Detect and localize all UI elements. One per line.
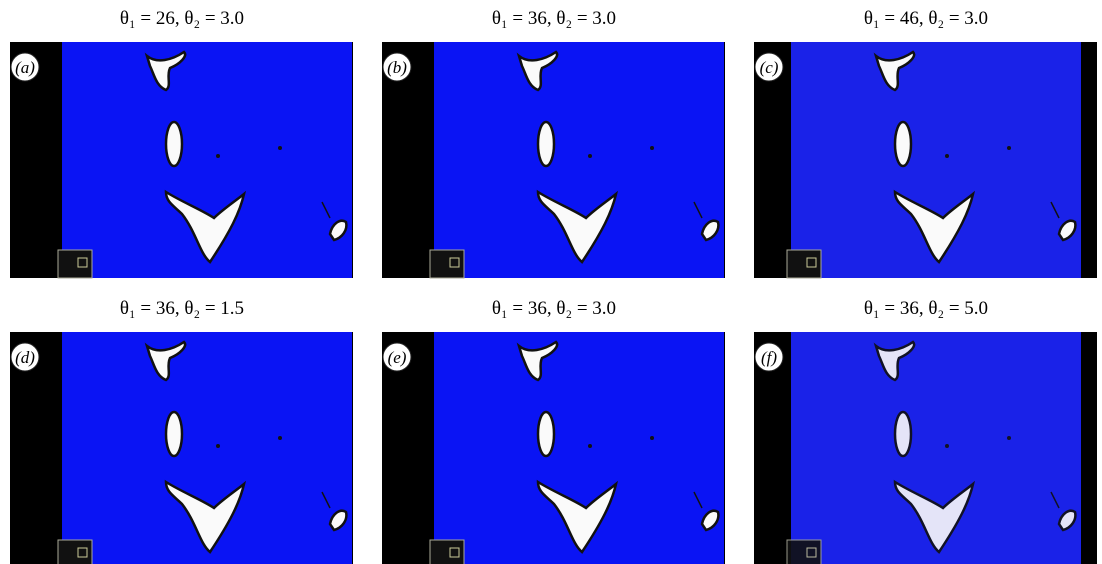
panel-title: θ₁ = 36, θ₂ = 3.0 (492, 8, 616, 29)
panel-label: (a) (15, 58, 35, 77)
panel-title: θ₁ = 36, θ₂ = 1.5 (120, 298, 244, 319)
panel-label: (b) (387, 58, 407, 77)
panel-title: θ₁ = 26, θ₂ = 3.0 (120, 8, 244, 29)
panel: θ₁ = 36, θ₂ = 3.0 (e) (382, 298, 725, 564)
panel-label: (f) (761, 348, 777, 367)
panel-label: (c) (760, 58, 779, 77)
panel: θ₁ = 36, θ₂ = 3.0 (b) (382, 8, 725, 278)
panel: θ₁ = 36, θ₂ = 1.5 (d) (10, 298, 353, 564)
panel-title: θ₁ = 36, θ₂ = 3.0 (492, 298, 616, 319)
panel-label: (e) (388, 348, 407, 367)
panel-label: (d) (15, 348, 35, 367)
panel-grid: θ₁ = 26, θ₂ = 3.0 (a) θ₁ = 36, θ₂ = 3.0 (b)… (10, 8, 1097, 564)
panel: θ₁ = 36, θ₂ = 5.0 (f) (754, 298, 1097, 564)
page: θ₁ = 26, θ₂ = 3.0 (a) θ₁ = 36, θ₂ = 3.0 (b)… (0, 0, 1102, 564)
panel-title: θ₁ = 46, θ₂ = 3.0 (864, 8, 988, 29)
panel: θ₁ = 26, θ₂ = 3.0 (a) (10, 8, 353, 278)
figure: θ₁ = 26, θ₂ = 3.0 (a) θ₁ = 36, θ₂ = 3.0 (b)… (0, 0, 1102, 564)
panel: θ₁ = 46, θ₂ = 3.0 (c) (754, 8, 1097, 278)
panel-title: θ₁ = 36, θ₂ = 5.0 (864, 298, 988, 319)
